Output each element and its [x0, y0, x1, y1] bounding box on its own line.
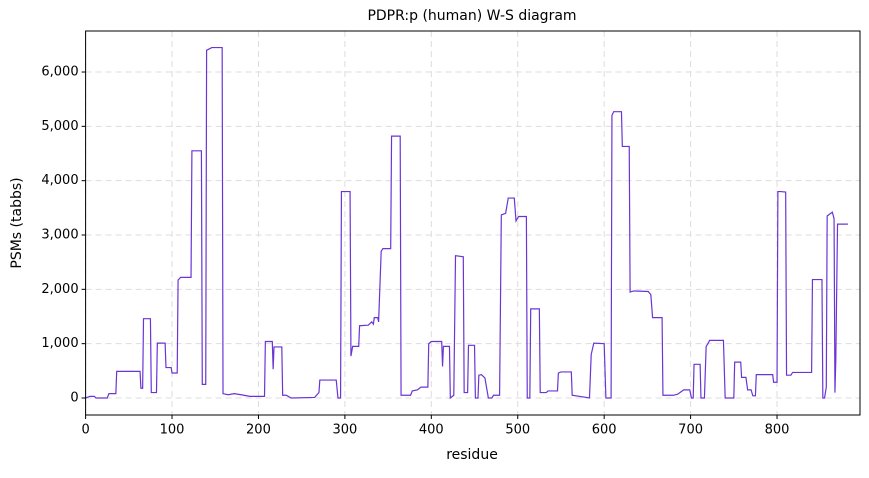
plot-frame: [85, 30, 861, 416]
x-tick-label: 100: [160, 423, 185, 438]
x-tick-label: 500: [505, 423, 530, 438]
x-tick-label: 800: [765, 423, 790, 438]
y-tick-label: 1,000: [41, 336, 78, 351]
x-tick-label: 400: [419, 423, 444, 438]
y-axis-label: PSMs (tabbs): [9, 177, 25, 268]
x-tick-label: 600: [592, 423, 617, 438]
y-tick-label: 4,000: [41, 173, 78, 188]
x-tick-label: 700: [678, 423, 703, 438]
y-tick-label: 6,000: [41, 65, 78, 80]
x-axis-label: residue: [446, 447, 498, 463]
y-tick-label: 3,000: [41, 228, 78, 243]
y-tick-label: 0: [70, 390, 78, 405]
x-tick-label: 300: [332, 423, 357, 438]
chart-title: PDPR:p (human) W-S diagram: [367, 8, 576, 24]
x-tick-label: 200: [246, 423, 271, 438]
data-line: [85, 46, 848, 400]
x-tick-label: 0: [81, 423, 89, 438]
y-tick-label: 2,000: [41, 282, 78, 297]
y-tick-label: 5,000: [41, 119, 78, 134]
